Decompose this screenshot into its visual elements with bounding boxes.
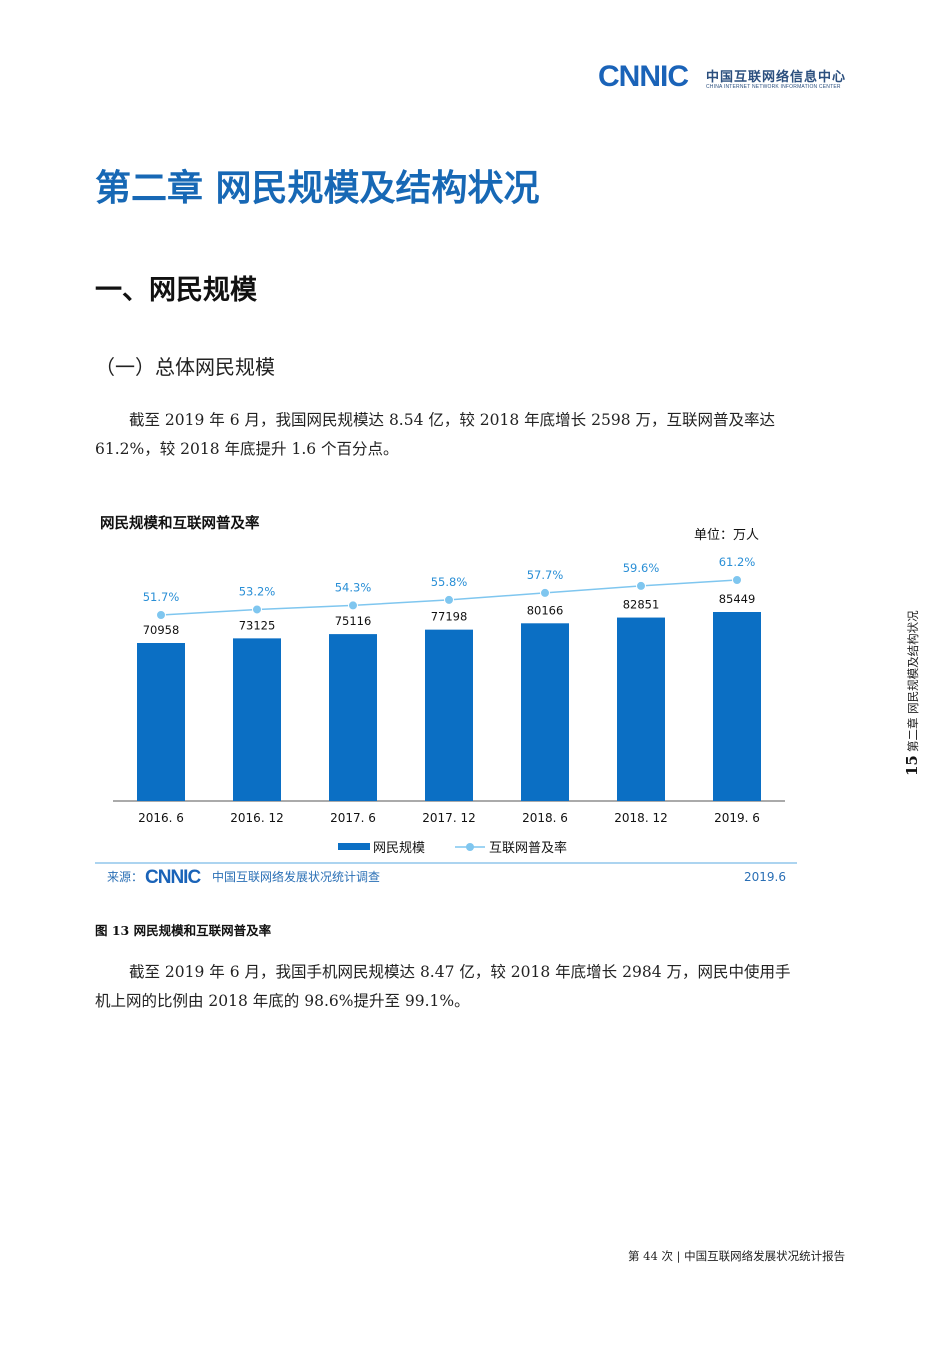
legend-line-marker (466, 843, 474, 851)
bar-2 (329, 634, 377, 801)
section-title: 一、网民规模 (95, 275, 257, 306)
rate-point-3 (444, 594, 454, 605)
x-tick-label: 2019. 6 (714, 811, 760, 825)
chart-unit: 单位：万人 (694, 528, 760, 543)
legend-bar-label: 网民规模 (373, 841, 425, 856)
rate-point-2 (348, 600, 358, 611)
figure-caption: 图 13 网民规模和互联网普及率 (95, 923, 272, 938)
rate-point-0 (156, 610, 166, 620)
x-tick-label: 2017. 6 (330, 811, 376, 825)
bar-1 (233, 638, 281, 801)
cnnic-logo-en-name: CHINA INTERNET NETWORK INFORMATION CENTE… (706, 84, 841, 90)
legend-bar-swatch (338, 843, 370, 850)
rate-point-1 (252, 604, 262, 615)
paragraph-mobile-netizens: 截至 2019 年 6 月，我国手机网民规模达 8.47 亿，较 2018 年底… (95, 963, 791, 1010)
bar-0 (137, 643, 185, 801)
cnnic-logo: CNNIC (598, 60, 689, 93)
chart-title: 网民规模和互联网普及率 (100, 516, 260, 532)
rate-label: 59.6% (623, 561, 660, 575)
bar-4 (521, 623, 569, 801)
rate-label: 55.8% (431, 575, 468, 589)
rate-label: 54.3% (335, 580, 372, 594)
bar-value-label: 73125 (239, 618, 276, 632)
source-date: 2019.6 (744, 870, 786, 884)
page-footer: 第 44 次 | 中国互联网络发展状况统计报告 (628, 1249, 846, 1263)
bar-value-label: 80166 (527, 603, 564, 617)
bar-3 (425, 629, 473, 801)
bar-value-label: 70958 (143, 623, 180, 637)
side-chapter-label: 第二章 网民规模及结构状况 (906, 610, 920, 752)
source-name: 中国互联网络发展状况统计调查 (212, 869, 380, 884)
bar-value-label: 75116 (335, 614, 372, 628)
paragraph-netizen-scale: 截至 2019 年 6 月，我国网民规模达 8.54 亿，较 2018 年底增长… (95, 411, 775, 458)
rate-point-6 (732, 575, 742, 585)
rate-label: 51.7% (143, 590, 180, 604)
bar-value-label: 82851 (623, 598, 660, 612)
x-tick-label: 2018. 12 (614, 811, 667, 825)
source-prefix: 来源： (107, 870, 143, 884)
chapter-title: 第二章 网民规模及结构状况 (95, 167, 540, 209)
side-page-number: 15 (903, 755, 921, 776)
x-tick-label: 2018. 6 (522, 811, 568, 825)
rate-label: 57.7% (527, 568, 564, 582)
x-tick-label: 2016. 6 (138, 811, 184, 825)
legend-line-label: 互联网普及率 (489, 840, 567, 856)
x-tick-label: 2017. 12 (422, 811, 475, 825)
bar-value-label: 77198 (431, 610, 468, 624)
source-logo: CNNIC (145, 867, 201, 888)
bar-5 (617, 617, 665, 801)
x-tick-label: 2016. 12 (230, 811, 283, 825)
bar-value-label: 85449 (719, 592, 756, 606)
rate-label: 61.2% (719, 555, 756, 569)
rate-point-4 (540, 587, 550, 598)
subsection-title: （一）总体网民规模 (95, 355, 275, 379)
cnnic-logo-cn-name: 中国互联网络信息中心 (706, 70, 847, 85)
rate-label: 53.2% (239, 584, 276, 598)
rate-point-5 (636, 580, 646, 591)
bar-6 (713, 612, 761, 801)
